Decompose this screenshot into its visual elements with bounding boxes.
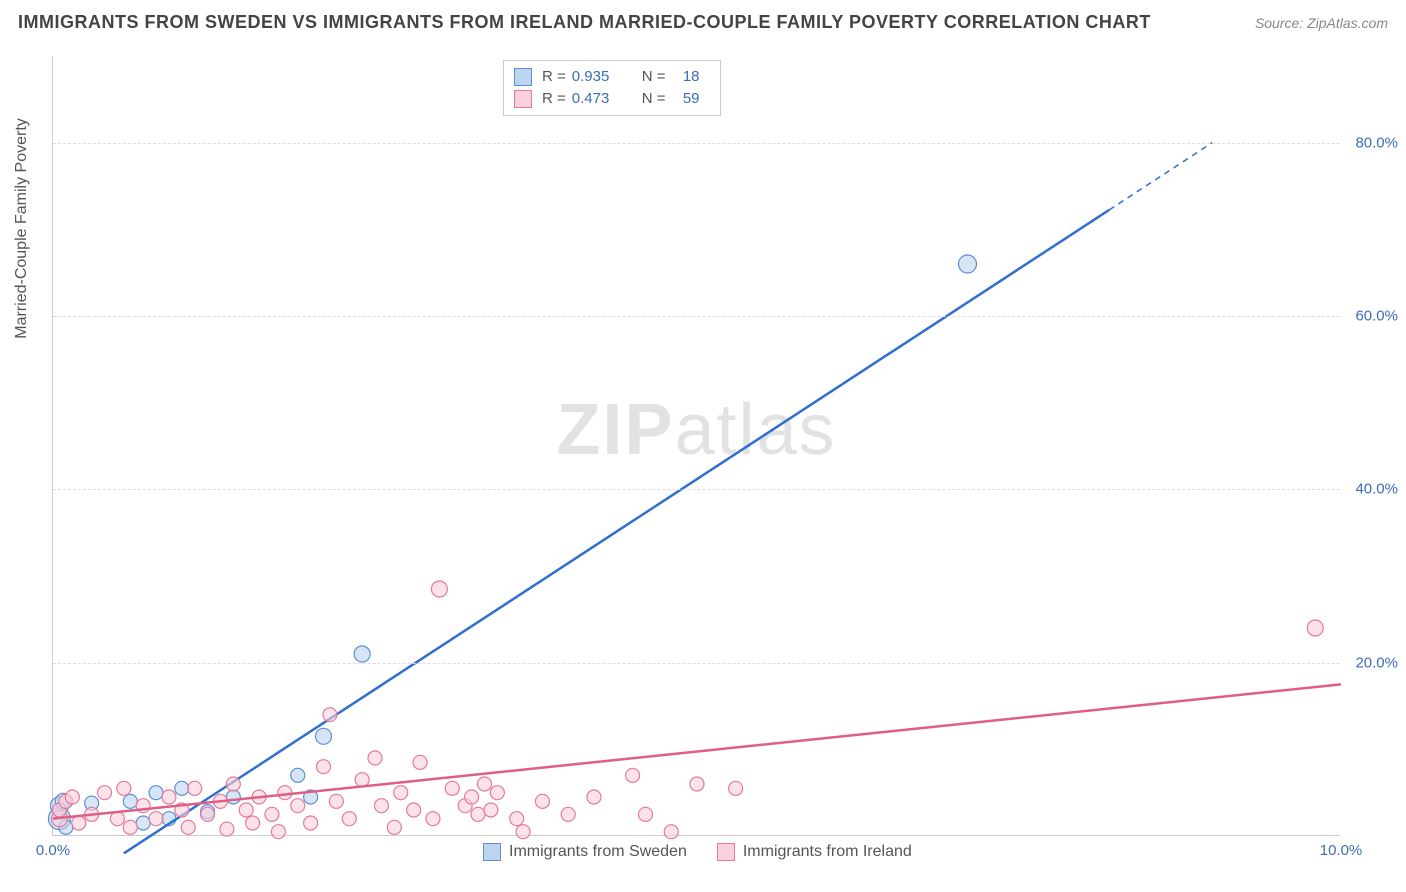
correlation-legend: R = 0.935 N = 18 R = 0.473 N = 59 bbox=[503, 60, 721, 116]
data-point-ireland bbox=[271, 825, 285, 839]
data-point-ireland bbox=[291, 799, 305, 813]
grid-line bbox=[53, 489, 1340, 490]
data-point-ireland bbox=[387, 820, 401, 834]
legend-row-sweden: R = 0.935 N = 18 bbox=[514, 66, 710, 88]
legend-swatch-sweden bbox=[483, 843, 501, 861]
grid-line bbox=[53, 316, 1340, 317]
legend-swatch-ireland bbox=[717, 843, 735, 861]
data-point-ireland bbox=[510, 812, 524, 826]
x-tick-label: 10.0% bbox=[1320, 842, 1363, 859]
scatter-chart: ZIPatlas R =0.935N =18R =0.473N =59 Immi… bbox=[52, 56, 1340, 836]
data-point-ireland bbox=[323, 708, 337, 722]
data-point-ireland bbox=[181, 820, 195, 834]
data-point-ireland bbox=[72, 816, 86, 830]
data-point-ireland bbox=[65, 790, 79, 804]
data-point-ireland bbox=[246, 816, 260, 830]
series-legend-item-sweden: Immigrants from Sweden bbox=[483, 843, 687, 861]
data-point-ireland bbox=[535, 794, 549, 808]
data-point-ireland bbox=[98, 786, 112, 800]
series-legend: Immigrants from Sweden Immigrants from Ir… bbox=[483, 843, 912, 861]
plot-svg bbox=[53, 56, 1340, 835]
data-point-sweden bbox=[123, 794, 137, 808]
data-point-sweden bbox=[958, 255, 976, 273]
trend-line-sweden bbox=[124, 210, 1109, 853]
data-point-ireland bbox=[374, 799, 388, 813]
data-point-ireland bbox=[188, 781, 202, 795]
data-point-ireland bbox=[729, 781, 743, 795]
data-point-sweden bbox=[315, 728, 331, 744]
legend-swatch-sweden bbox=[514, 68, 532, 86]
data-point-ireland bbox=[484, 803, 498, 817]
data-point-ireland bbox=[117, 781, 131, 795]
n-value: 59 bbox=[672, 88, 700, 110]
data-point-ireland bbox=[471, 807, 485, 821]
data-point-ireland bbox=[201, 807, 215, 821]
data-point-ireland bbox=[407, 803, 421, 817]
data-point-sweden bbox=[291, 768, 305, 782]
data-point-sweden bbox=[226, 790, 240, 804]
legend-swatch-ireland bbox=[514, 90, 532, 108]
data-point-ireland bbox=[162, 790, 176, 804]
data-point-ireland bbox=[316, 760, 330, 774]
x-tick-label: 0.0% bbox=[36, 842, 70, 859]
data-point-ireland bbox=[278, 786, 292, 800]
data-point-ireland bbox=[149, 812, 163, 826]
n-label: N = bbox=[642, 66, 666, 88]
data-point-ireland bbox=[664, 825, 678, 839]
data-point-ireland bbox=[1307, 620, 1323, 636]
data-point-ireland bbox=[465, 790, 479, 804]
data-point-ireland bbox=[638, 807, 652, 821]
r-label: R = bbox=[542, 88, 566, 110]
data-point-ireland bbox=[329, 794, 343, 808]
data-point-ireland bbox=[445, 781, 459, 795]
data-point-ireland bbox=[561, 807, 575, 821]
data-point-ireland bbox=[226, 777, 240, 791]
data-point-ireland bbox=[626, 768, 640, 782]
data-point-ireland bbox=[110, 812, 124, 826]
y-tick-label: 20.0% bbox=[1355, 654, 1398, 671]
data-point-ireland bbox=[587, 790, 601, 804]
source-attribution: Source: ZipAtlas.com bbox=[1255, 15, 1388, 31]
data-point-sweden bbox=[136, 816, 150, 830]
data-point-ireland bbox=[304, 816, 318, 830]
series-name: Immigrants from Ireland bbox=[743, 843, 912, 861]
trend-line-sweden-dashed bbox=[1109, 143, 1212, 210]
data-point-ireland bbox=[394, 786, 408, 800]
data-point-ireland bbox=[413, 755, 427, 769]
y-tick-label: 80.0% bbox=[1355, 134, 1398, 151]
data-point-sweden bbox=[175, 781, 189, 795]
data-point-ireland bbox=[431, 581, 447, 597]
data-point-ireland bbox=[490, 786, 504, 800]
chart-title: IMMIGRANTS FROM SWEDEN VS IMMIGRANTS FRO… bbox=[18, 12, 1151, 33]
data-point-ireland bbox=[342, 812, 356, 826]
data-point-ireland bbox=[690, 777, 704, 791]
data-point-ireland bbox=[426, 812, 440, 826]
data-point-ireland bbox=[368, 751, 382, 765]
r-value: 0.473 bbox=[572, 88, 622, 110]
data-point-ireland bbox=[477, 777, 491, 791]
r-value: 0.935 bbox=[572, 66, 622, 88]
legend-row-ireland: R = 0.473 N = 59 bbox=[514, 88, 710, 110]
n-label: N = bbox=[642, 88, 666, 110]
n-value: 18 bbox=[672, 66, 700, 88]
data-point-sweden bbox=[149, 786, 163, 800]
grid-line bbox=[53, 143, 1340, 144]
series-name: Immigrants from Sweden bbox=[509, 843, 687, 861]
data-point-ireland bbox=[516, 825, 530, 839]
data-point-ireland bbox=[239, 803, 253, 817]
y-axis-title: Married-Couple Family Poverty bbox=[13, 118, 31, 339]
data-point-sweden bbox=[354, 646, 370, 662]
data-point-ireland bbox=[220, 822, 234, 836]
data-point-ireland bbox=[355, 773, 369, 787]
chart-header: IMMIGRANTS FROM SWEDEN VS IMMIGRANTS FRO… bbox=[18, 12, 1388, 33]
data-point-ireland bbox=[265, 807, 279, 821]
data-point-ireland bbox=[123, 820, 137, 834]
trend-line-ireland bbox=[53, 684, 1341, 818]
series-legend-item-ireland: Immigrants from Ireland bbox=[717, 843, 912, 861]
r-label: R = bbox=[542, 66, 566, 88]
y-tick-label: 40.0% bbox=[1355, 481, 1398, 498]
grid-line bbox=[53, 663, 1340, 664]
y-tick-label: 60.0% bbox=[1355, 308, 1398, 325]
